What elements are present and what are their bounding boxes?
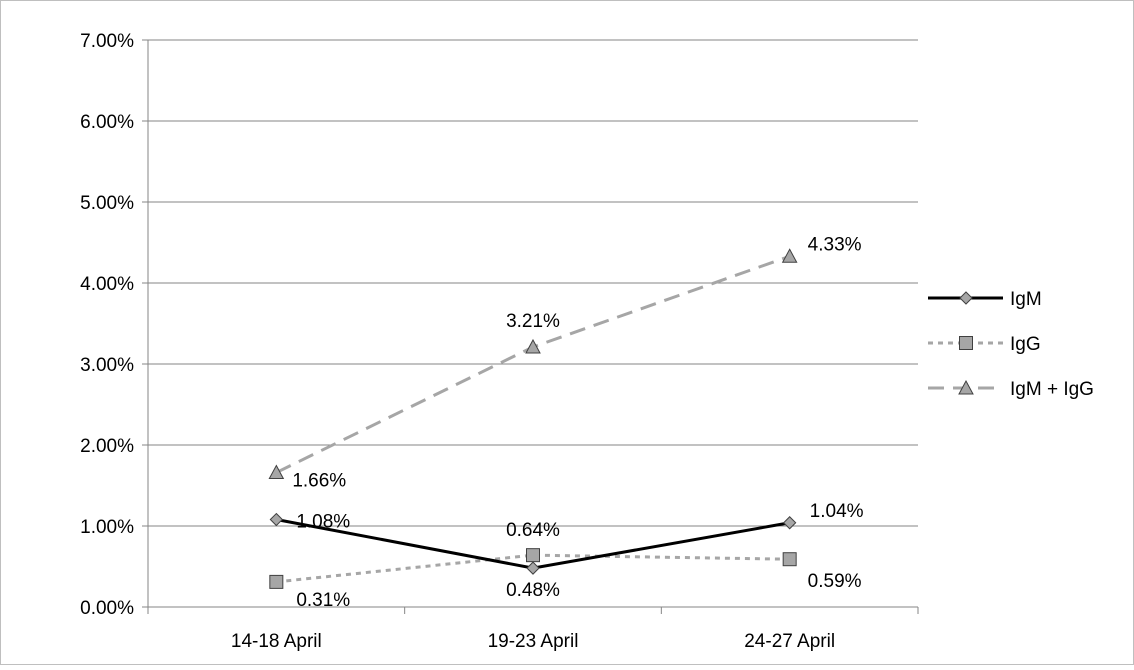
x-tick-label: 19-23 April [488,631,579,652]
data-point [269,574,284,589]
legend: IgM IgG IgM + IgG [928,289,1094,400]
data-label: 1.04% [810,501,864,522]
data-point [782,516,797,530]
data-label: 0.31% [296,590,350,611]
y-tick-label: 6.00% [80,112,134,133]
data-point [526,561,540,575]
y-tick-label: 2.00% [80,436,134,457]
y-tick-label: 7.00% [80,31,134,52]
y-tick-label: 5.00% [80,193,134,214]
data-labels: 1.66% 3.21% 4.33% 0.31% 0.64% 0.59% 1.08% 0.48%… [292,234,863,611]
y-tick-label: 0.00% [80,598,134,619]
series-lines [268,248,798,589]
data-label: 0.64% [506,520,560,541]
legend-swatch-marker [959,291,973,305]
axes: 0.00% 1.00% 2.00% 3.00% 4.00% 5.00% 6.00% 7.00%… [80,31,919,652]
data-point [269,512,284,527]
x-tick-label: 24-27 April [744,631,835,652]
y-tick-label: 3.00% [80,355,134,376]
gridlines [148,39,918,527]
data-label: 1.08% [296,512,350,533]
data-label: 3.21% [506,311,560,332]
legend-swatch-marker [958,379,974,395]
y-tick-label: 4.00% [80,274,134,295]
data-label: 1.66% [292,471,346,492]
legend-label: IgM + IgG [1010,379,1094,400]
data-label: 0.59% [808,571,862,592]
data-label: 0.48% [506,580,560,601]
data-point [782,552,797,567]
legend-label: IgG [1010,334,1041,355]
data-point [526,548,540,563]
data-point [268,464,285,480]
legend-swatch-marker [959,336,973,350]
data-label: 4.33% [808,234,862,255]
data-point [781,248,798,263]
legend-label: IgM [1010,289,1042,310]
data-point [525,338,541,354]
y-tick-label: 1.00% [80,517,134,538]
x-tick-label: 14-18 April [231,631,322,652]
